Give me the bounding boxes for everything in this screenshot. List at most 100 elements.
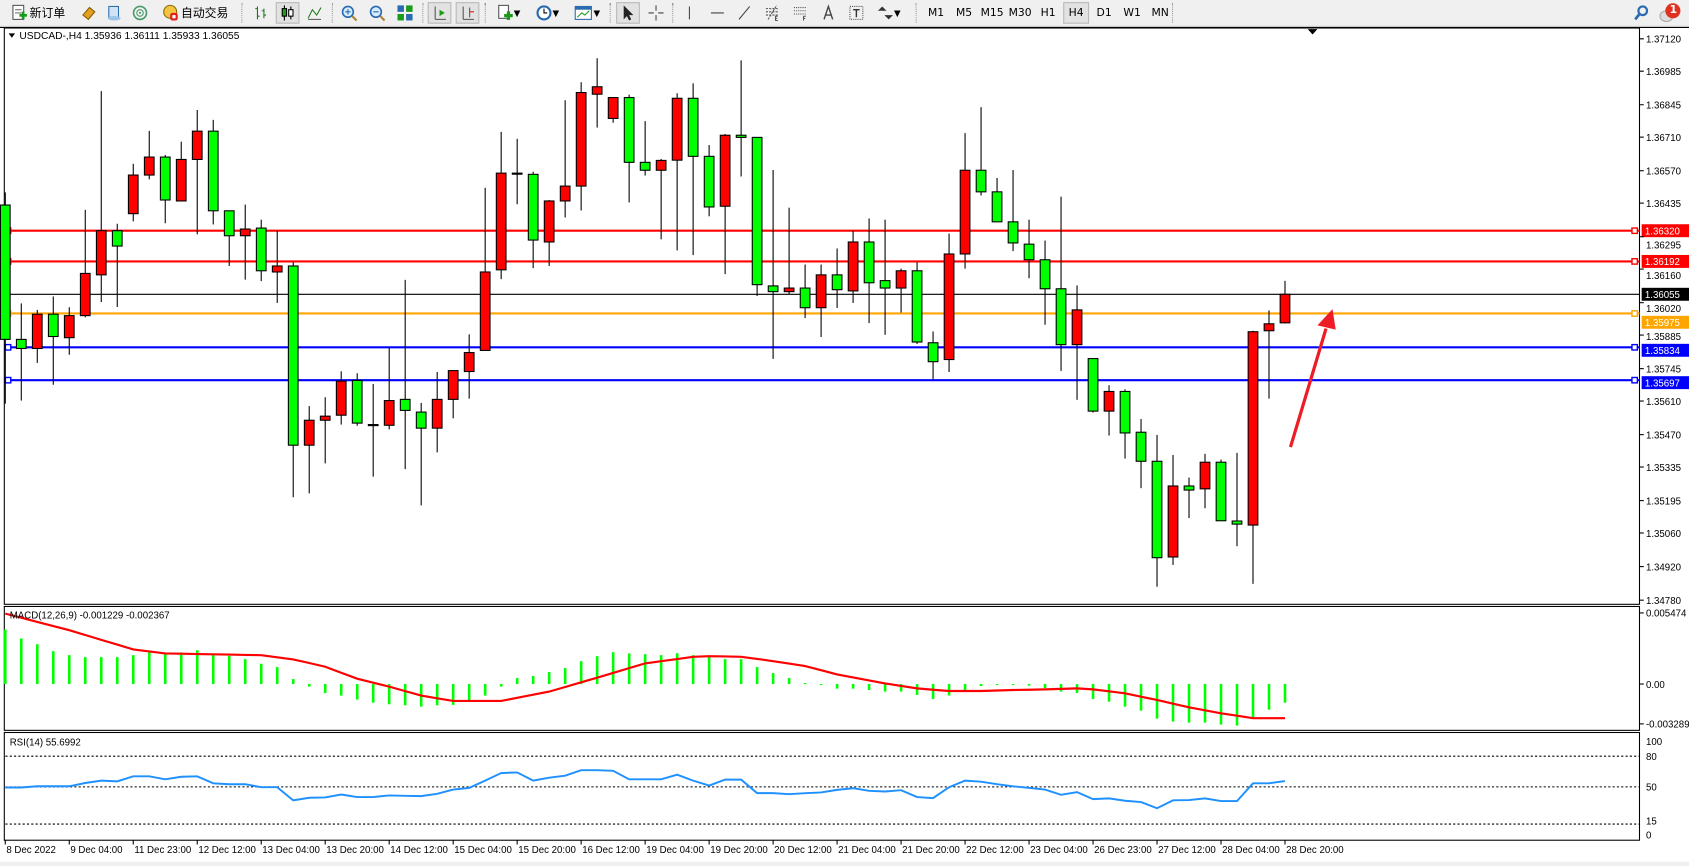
line-anchor-handle[interactable] (4, 343, 12, 351)
indicators-button[interactable]: ▼ (491, 2, 525, 24)
candle-body[interactable] (863, 241, 875, 284)
chart-shift-marker[interactable] (1307, 29, 1318, 35)
candle-body[interactable] (143, 156, 155, 176)
candle-body[interactable] (1279, 293, 1291, 324)
tile-windows-button[interactable] (394, 2, 416, 24)
candle-body[interactable] (1039, 259, 1051, 290)
candle-body[interactable] (191, 130, 203, 160)
candle-body[interactable] (831, 274, 843, 291)
candle-body[interactable] (223, 210, 235, 237)
candle-body[interactable] (639, 161, 651, 171)
new-order-button[interactable]: 新订单 (6, 2, 68, 24)
candle-body[interactable] (1263, 323, 1275, 332)
timeframe-m30-button[interactable]: M30 (1008, 7, 1032, 19)
chart-canvas[interactable]: 1.37120 1.36985 1.36845 1.36710 1.36570 1.364… (0, 26, 1689, 862)
vertical-line-button[interactable] (679, 2, 701, 24)
candle-body[interactable] (127, 174, 139, 215)
main-price-panel[interactable] (3, 27, 1641, 605)
candle-body[interactable] (95, 230, 107, 276)
candle-body[interactable] (271, 265, 283, 273)
market-watch-button[interactable] (78, 2, 100, 24)
candle-body[interactable] (607, 97, 619, 119)
chart-shift-button[interactable] (455, 2, 480, 24)
candle-body[interactable] (799, 287, 811, 309)
candle-body[interactable] (303, 419, 315, 446)
candle-body[interactable] (591, 86, 603, 95)
candle-body[interactable] (335, 380, 347, 416)
candle-body[interactable] (767, 285, 779, 293)
timeframe-h4-button[interactable]: H4 (1063, 2, 1090, 24)
candle-body[interactable] (255, 227, 267, 272)
candle-body[interactable] (815, 274, 827, 309)
candle-body[interactable] (943, 253, 955, 361)
fibonacci-button[interactable] (762, 2, 784, 24)
candle-body[interactable] (47, 313, 59, 338)
candle-body[interactable] (927, 342, 939, 363)
candle-body[interactable] (175, 158, 187, 202)
candle-body[interactable] (1135, 431, 1147, 462)
macd-panel-frame[interactable] (3, 605, 1641, 731)
timeframe-m1-button[interactable]: M1 (928, 7, 945, 19)
candle-body[interactable] (79, 272, 91, 317)
chart-window[interactable]: 1.37120 1.36985 1.36845 1.36710 1.36570 1.364… (0, 26, 1689, 862)
chart-menu-triangle-icon[interactable] (8, 33, 16, 38)
notification-button[interactable]: 1 (1657, 2, 1683, 24)
candle-body[interactable] (63, 315, 75, 339)
candle-body[interactable] (559, 185, 571, 202)
candle-body[interactable] (239, 228, 251, 237)
candle-body[interactable] (719, 134, 731, 207)
candle-body[interactable] (1119, 390, 1131, 434)
candle-body[interactable] (367, 424, 379, 427)
zoom-in-button[interactable] (338, 2, 360, 24)
candle-body[interactable] (447, 370, 459, 400)
candle-body[interactable] (527, 173, 539, 241)
auto-trading-button[interactable]: 自动交易 (157, 2, 232, 24)
zoom-out-button[interactable] (366, 2, 388, 24)
fibo-fan-button[interactable] (790, 2, 812, 24)
search-button[interactable] (1631, 2, 1653, 24)
trendline-button[interactable] (734, 2, 756, 24)
candle-body[interactable] (111, 230, 123, 247)
line-anchor-handle[interactable] (1631, 376, 1639, 384)
timeframe-mn-button[interactable]: MN (1151, 7, 1169, 19)
candle-body[interactable] (399, 398, 411, 411)
candle-body[interactable] (31, 313, 43, 350)
candle-body[interactable] (783, 287, 795, 293)
candle-body[interactable] (319, 415, 331, 421)
candle-body[interactable] (463, 352, 475, 373)
arrows-button[interactable]: ▼ (873, 2, 905, 24)
timeframe-m15-button[interactable]: M15 (980, 7, 1004, 19)
signals-button[interactable] (129, 2, 151, 24)
candle-body[interactable] (911, 270, 923, 343)
candle-body[interactable] (655, 159, 667, 171)
candle-body[interactable] (159, 156, 171, 201)
candle-body[interactable] (1103, 390, 1115, 412)
candle-body[interactable] (1055, 288, 1067, 346)
candle-body[interactable] (495, 172, 507, 271)
candle-body[interactable] (1007, 221, 1019, 244)
candle-body[interactable] (415, 411, 427, 429)
bar-chart-button[interactable] (250, 2, 272, 24)
text-button[interactable] (818, 2, 840, 24)
line-anchor-handle[interactable] (1631, 343, 1639, 351)
candle-body[interactable] (0, 204, 11, 340)
candle-body[interactable] (687, 97, 699, 157)
horizontal-line-button[interactable] (707, 2, 729, 24)
candle-body[interactable] (751, 136, 763, 286)
candle-body[interactable] (1023, 243, 1035, 261)
candle-body[interactable] (895, 270, 907, 289)
candle-body[interactable] (1183, 485, 1195, 491)
candle-body[interactable] (351, 379, 363, 424)
navigator-button[interactable] (103, 2, 125, 24)
crosshair-button[interactable] (645, 2, 667, 24)
candle-body[interactable] (431, 398, 443, 429)
line-anchor-handle[interactable] (4, 376, 12, 384)
templates-button[interactable]: ▼ (570, 2, 604, 24)
timeframe-m5-button[interactable]: M5 (956, 7, 973, 19)
candle-body[interactable] (15, 338, 27, 350)
candle-body[interactable] (1167, 485, 1179, 558)
timeframe-w1-button[interactable]: W1 (1123, 7, 1141, 19)
candle-body[interactable] (991, 191, 1003, 223)
candle-body[interactable] (383, 400, 395, 426)
text-label-button[interactable] (846, 2, 868, 24)
